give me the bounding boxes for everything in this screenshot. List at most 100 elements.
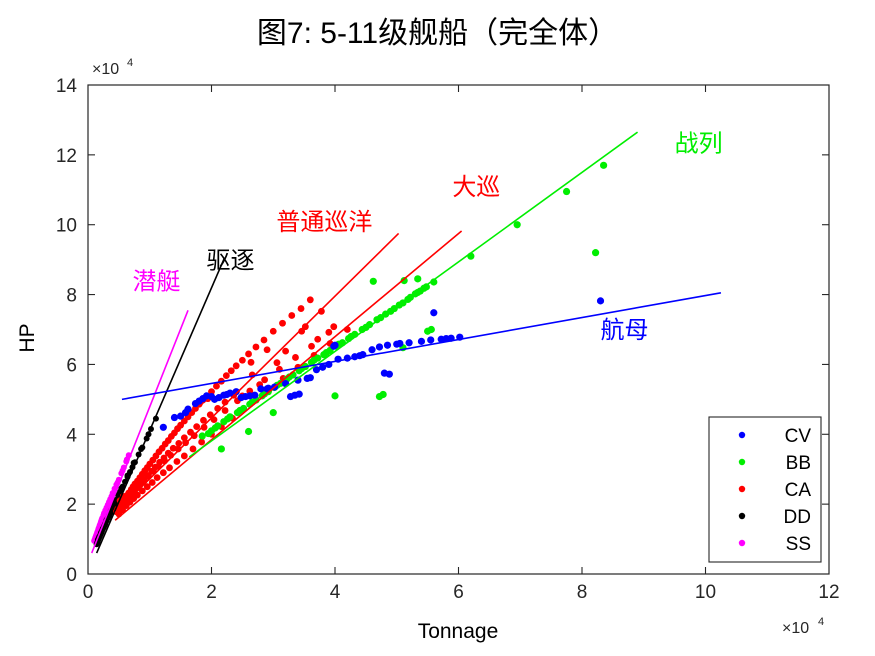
data-point [156,458,164,466]
data-point [232,388,240,396]
data-point [159,423,167,431]
annotation-label: 大巡 [452,174,500,201]
data-point [251,391,259,399]
data-point [288,312,296,319]
data-point [180,452,188,460]
annotation-label: 普通巡洋 [276,209,372,236]
data-point [236,406,244,415]
annotation-label: 战列 [675,130,723,157]
legend-marker-dd [738,512,746,520]
data-point [600,161,608,169]
legend-label-ss[interactable]: SS [786,534,811,555]
data-point [246,387,254,395]
trend-line-bb [188,131,639,458]
data-point [148,479,156,486]
data-point [222,372,230,380]
data-point [173,458,181,465]
data-point [221,407,229,414]
data-point [513,221,521,229]
data-point [331,341,339,349]
data-point [279,319,286,327]
x-tick-label: 10 [695,582,716,603]
data-point [213,382,220,390]
legend-marker-cv [738,431,746,439]
legend[interactable]: CV BB CA DD SS [708,416,822,563]
x-exponent-mantissa: ×10 [782,620,809,637]
data-point [193,423,201,431]
y-axis-exponent: ×10 4 [92,57,133,78]
x-axis-exponent: ×10 4 [782,616,824,637]
data-point [312,366,321,374]
legend-items: CV BB CA DD SS [738,426,812,555]
data-point [252,343,260,351]
trend-line-dd [95,257,226,554]
data-point [385,370,393,378]
y-exponent-power: 4 [127,57,133,69]
data-point [314,335,322,343]
data-point [417,337,426,345]
data-point [330,323,338,331]
y-exponent-mantissa: ×10 [92,61,119,78]
data-point [160,454,168,462]
data-point [223,390,231,399]
data-point [319,363,327,371]
data-point [208,388,215,396]
trend-lines-layer [90,131,722,554]
data-point [244,427,253,436]
data-point [153,474,161,481]
data-point [180,434,188,442]
legend-label-cv[interactable]: CV [785,426,812,447]
data-point [170,413,179,422]
data-point [143,483,151,491]
data-point [562,187,571,196]
data-point [261,376,269,384]
legend-box [708,416,822,563]
data-point [308,342,315,350]
y-tick-label: 2 [66,495,77,516]
y-tick-label: 4 [66,425,77,446]
data-point [368,346,376,354]
data-point [298,327,306,335]
data-point [269,409,277,417]
data-point [169,444,177,452]
data-point [198,432,206,440]
data-point [207,392,216,401]
y-axis-title: HP [16,323,39,352]
data-point [301,323,309,331]
data-point [400,277,408,285]
data-point [318,307,325,315]
data-point [297,305,305,312]
data-point [269,327,277,335]
trend-line-ss [90,309,189,554]
data-point [187,428,194,436]
data-point [427,336,435,344]
y-tick-label: 6 [66,355,77,376]
page-title: 图7: 5-11级舰船（完全体） [256,17,619,50]
data-point [198,438,206,446]
data-point [263,346,271,354]
data-point [383,341,392,349]
data-point [181,409,190,417]
data-point [596,297,605,305]
data-point [164,449,172,457]
data-point [159,469,167,477]
scatter-points-layer [91,161,608,548]
data-point [396,339,404,348]
data-point [223,415,232,423]
data-point [232,362,240,370]
data-point [285,373,293,381]
legend-label-bb[interactable]: BB [786,453,811,474]
y-tick-label: 12 [56,146,77,167]
data-point [227,367,235,375]
data-point [118,485,125,492]
legend-marker-ca [738,485,746,493]
x-tick-label: 0 [83,582,94,603]
legend-label-ca[interactable]: CA [785,480,812,501]
y-tick-label: 10 [56,216,77,237]
legend-label-dd[interactable]: DD [784,507,811,528]
annotation-label: 潜艇 [132,268,180,295]
data-point [200,416,207,424]
